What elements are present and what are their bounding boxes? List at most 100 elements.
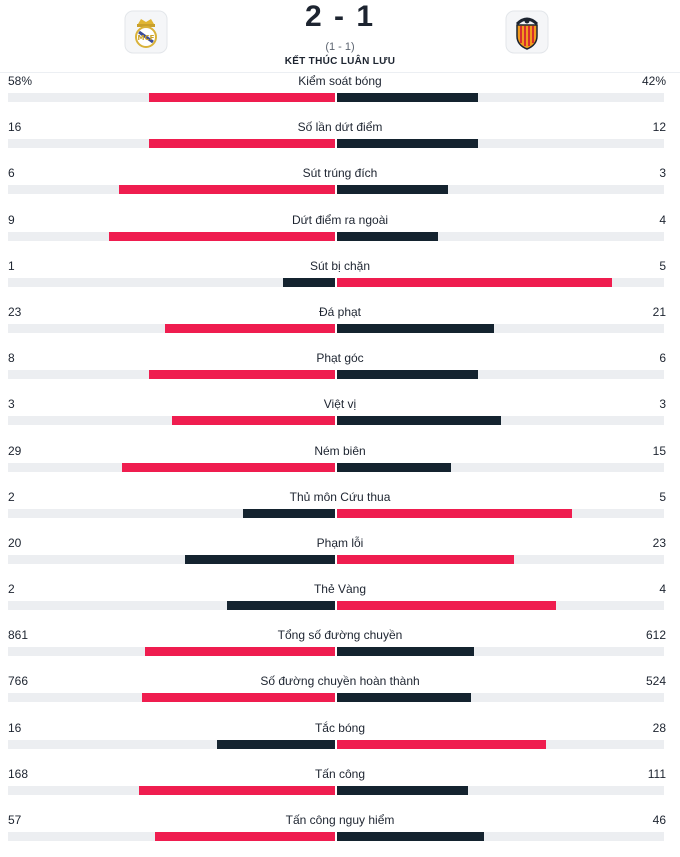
stat-row: 6 Sút trúng đích 3 — [0, 164, 680, 210]
stat-row: 9 Dứt điểm ra ngoài 4 — [0, 211, 680, 257]
home-value: 861 — [8, 628, 29, 643]
home-bar — [148, 93, 335, 102]
home-bar — [217, 739, 335, 749]
away-bar — [337, 554, 514, 564]
home-bar — [142, 693, 335, 703]
home-value: 2 — [8, 582, 15, 597]
home-bar-track — [8, 462, 335, 472]
away-value: 21 — [652, 304, 666, 319]
home-bar-track — [8, 416, 335, 426]
away-bar-track — [337, 370, 664, 380]
home-bar-track — [8, 370, 335, 380]
stat-label: Số đường chuyền hoàn thành — [260, 674, 420, 689]
home-value: 6 — [8, 166, 15, 181]
stat-label: Tấn công — [314, 766, 366, 781]
home-bar-track — [8, 554, 335, 564]
home-bar-track — [8, 231, 335, 241]
home-bar — [282, 277, 335, 287]
home-bar — [109, 231, 335, 241]
away-bar — [337, 508, 573, 518]
away-bar — [337, 785, 468, 795]
home-value: 16 — [8, 720, 22, 735]
stat-row: 16 Tắc bóng 28 — [0, 719, 680, 765]
match-header: MCF 2 - 1 (1 - 1) KẾT THÚC LUÂN LƯU — [0, 0, 680, 73]
away-bar-track — [337, 693, 664, 703]
home-value: 57 — [8, 813, 22, 827]
away-bar — [337, 693, 472, 703]
home-bar-track — [8, 693, 335, 703]
stat-label: Kiểm soát bóng — [298, 74, 382, 88]
home-bar — [148, 139, 335, 149]
away-bar-track — [337, 739, 664, 749]
stat-label: Sút trúng đích — [302, 166, 378, 181]
home-bar — [155, 832, 335, 841]
away-bar — [337, 832, 485, 841]
home-value: 8 — [8, 351, 15, 366]
stat-label: Phạt góc — [316, 351, 364, 366]
away-value: 12 — [652, 120, 666, 135]
away-bar-track — [337, 832, 664, 841]
away-bar — [337, 323, 494, 333]
away-value: 3 — [659, 166, 666, 181]
away-bar — [337, 601, 557, 611]
home-bar — [184, 554, 335, 564]
stat-row: 58% Kiểm soát bóng 42% — [0, 72, 680, 118]
stat-label: Sút bị chặn — [309, 258, 371, 273]
home-value: 16 — [8, 120, 22, 135]
away-bar — [337, 370, 478, 380]
stat-label: Thẻ Vàng — [313, 582, 367, 597]
stat-label: Tắc bóng — [314, 720, 366, 735]
away-bar — [337, 231, 439, 241]
stat-label: Tổng số đường chuyền — [277, 628, 403, 643]
home-value: 168 — [8, 766, 29, 781]
away-bar-track — [337, 508, 664, 518]
stat-row: 23 Đá phạt 21 — [0, 303, 680, 349]
home-bar — [148, 370, 335, 380]
stat-row: 2 Thủ môn Cứu thua 5 — [0, 488, 680, 534]
away-bar-track — [337, 277, 664, 287]
home-bar-track — [8, 508, 335, 518]
aggregate-score: (1 - 1) — [325, 41, 355, 53]
away-value: 612 — [645, 628, 666, 643]
away-bar-track — [337, 785, 664, 795]
stat-row: 766 Số đường chuyền hoàn thành 524 — [0, 672, 680, 718]
svg-text:MCF: MCF — [138, 34, 155, 42]
stats-list: 58% Kiểm soát bóng 42% 16 Số lần dứt điểm 12 6… — [0, 72, 680, 857]
home-value: 3 — [8, 397, 15, 412]
home-bar — [145, 647, 335, 657]
away-value: 524 — [645, 674, 666, 689]
home-bar-track — [8, 139, 335, 149]
stat-row: 29 Ném biên 15 — [0, 442, 680, 488]
away-bar — [337, 647, 475, 657]
away-bar-track — [337, 185, 664, 195]
away-value: 5 — [659, 258, 666, 273]
away-value: 3 — [659, 397, 666, 412]
stat-label: Phạm lỗi — [316, 535, 364, 550]
home-bar — [227, 601, 335, 611]
stat-row: 2 Thẻ Vàng 4 — [0, 580, 680, 626]
home-bar-track — [8, 323, 335, 333]
away-bar — [337, 416, 501, 426]
stat-label: Số lần dứt điểm — [297, 120, 383, 135]
away-bar-track — [337, 416, 664, 426]
away-bar — [337, 139, 478, 149]
away-value: 28 — [652, 720, 666, 735]
away-value: 23 — [652, 535, 666, 550]
away-bar-track — [337, 601, 664, 611]
home-value: 766 — [8, 674, 29, 689]
stat-row: 861 Tổng số đường chuyền 612 — [0, 626, 680, 672]
stat-row: 3 Việt vị 3 — [0, 395, 680, 441]
home-bar-track — [8, 785, 335, 795]
away-bar-track — [337, 139, 664, 149]
home-bar — [171, 416, 335, 426]
away-value: 5 — [659, 489, 666, 504]
valencia-crest-icon[interactable] — [505, 10, 549, 54]
home-value: 29 — [8, 443, 22, 458]
home-bar — [119, 185, 335, 195]
stat-label: Việt vị — [323, 397, 357, 412]
home-value: 23 — [8, 304, 22, 319]
away-bar — [337, 93, 478, 102]
home-bar-track — [8, 277, 335, 287]
away-bar-track — [337, 93, 664, 102]
real-madrid-crest-icon[interactable]: MCF — [124, 10, 168, 54]
